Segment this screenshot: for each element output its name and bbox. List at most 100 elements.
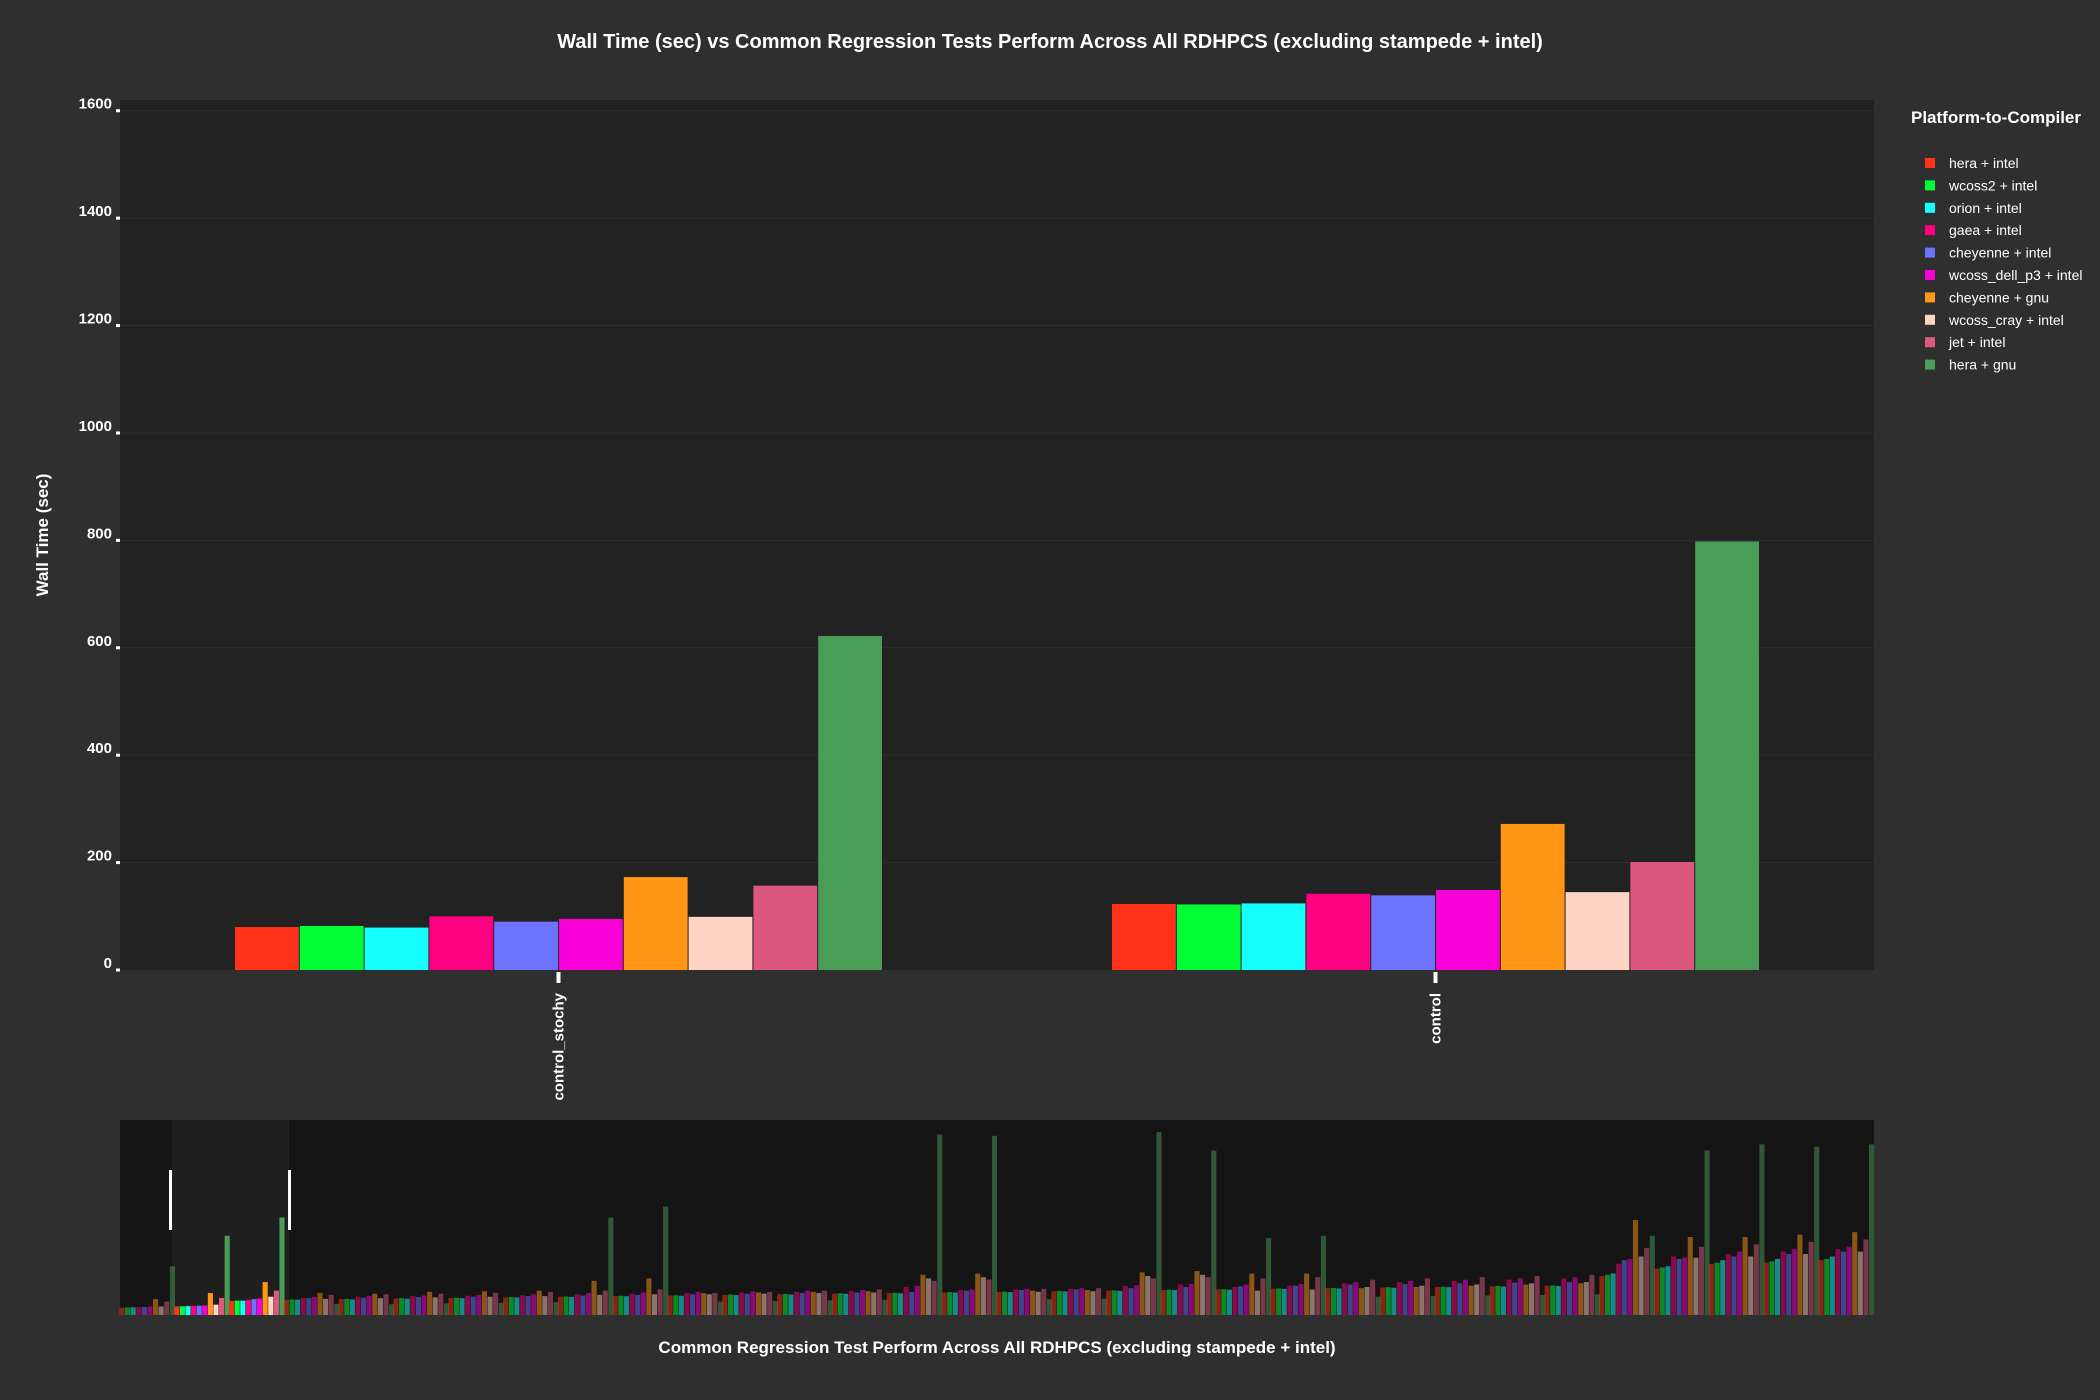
overview-bar xyxy=(213,1304,219,1315)
bar-control_stochy-5[interactable] xyxy=(559,918,623,970)
overview-bar xyxy=(843,1293,849,1315)
x-axis: control_stochy control xyxy=(551,972,1445,1101)
legend-item[interactable]: hera + gnu xyxy=(1925,357,2016,373)
bar-control_stochy-1[interactable] xyxy=(299,925,364,970)
bars[interactable] xyxy=(235,541,1759,970)
bar-control-1[interactable] xyxy=(1176,904,1241,970)
overview-bar xyxy=(1489,1286,1495,1315)
overview-bar xyxy=(202,1305,208,1315)
overview-bar xyxy=(827,1300,833,1315)
overview-bar xyxy=(569,1296,575,1315)
overview-bar xyxy=(377,1298,383,1315)
legend-item[interactable]: cheyenne + gnu xyxy=(1925,289,2049,305)
overview-bar xyxy=(185,1306,191,1315)
overview-bar xyxy=(410,1296,416,1315)
bar-control-5[interactable] xyxy=(1436,889,1500,970)
overview-bar xyxy=(536,1290,542,1315)
overview-bar xyxy=(438,1293,444,1315)
overview-bar xyxy=(1090,1291,1096,1315)
overview-bar xyxy=(1046,1299,1052,1315)
overview-bar xyxy=(399,1298,405,1315)
legend-item[interactable]: wcoss_dell_p3 + intel xyxy=(1925,267,2082,283)
overview-bar xyxy=(706,1294,712,1315)
legend-swatch xyxy=(1925,158,1935,168)
legend-item[interactable]: cheyenne + intel xyxy=(1925,245,2051,261)
overview-bar xyxy=(1408,1280,1414,1315)
overview-bar xyxy=(1621,1260,1627,1315)
legend-label: hera + gnu xyxy=(1949,357,2016,373)
overview-bar xyxy=(1166,1289,1172,1315)
legend-item[interactable]: gaea + intel xyxy=(1925,222,2022,238)
legend[interactable]: hera + intel wcoss2 + intel orion + intel g… xyxy=(1925,155,2082,373)
bar-control-4[interactable] xyxy=(1371,895,1435,970)
range-slider-right-handle[interactable] xyxy=(288,1170,291,1230)
overview-bar xyxy=(1370,1279,1376,1315)
overview-bar xyxy=(903,1286,909,1315)
bar-control_stochy-8[interactable] xyxy=(753,885,818,970)
overview-bar xyxy=(372,1293,378,1315)
overview-bar xyxy=(937,1134,943,1315)
overview-bar xyxy=(1325,1288,1331,1315)
overview-bar xyxy=(553,1302,559,1315)
bar-control_stochy-2[interactable] xyxy=(364,927,429,970)
overview-bar xyxy=(585,1293,592,1315)
overview-bar xyxy=(1287,1285,1293,1315)
overview-bar xyxy=(1704,1150,1710,1315)
overview-bar xyxy=(1544,1285,1550,1315)
overview-bar xyxy=(1599,1276,1605,1315)
overview-bar xyxy=(130,1307,136,1315)
overview-bar xyxy=(848,1291,854,1315)
overview-bar xyxy=(772,1300,778,1315)
overview-bar xyxy=(1763,1262,1769,1315)
bar-control-8[interactable] xyxy=(1630,862,1695,970)
legend-item[interactable]: wcoss_cray + intel xyxy=(1925,312,2064,328)
overview-bar xyxy=(1336,1288,1342,1315)
overview-bar xyxy=(1714,1262,1720,1315)
overview-bar xyxy=(1073,1289,1079,1315)
overview-bar xyxy=(701,1293,707,1315)
overview-bar xyxy=(1742,1237,1748,1315)
bar-control-2[interactable] xyxy=(1241,903,1306,970)
bar-control_stochy-0[interactable] xyxy=(235,927,299,970)
overview-bar xyxy=(580,1295,586,1315)
legend-swatch xyxy=(1925,202,1935,213)
x-tick-mark xyxy=(1433,972,1438,983)
legend-item[interactable]: hera + intel xyxy=(1925,155,2019,171)
overview-bar xyxy=(481,1291,487,1315)
overview-bar xyxy=(1540,1294,1546,1315)
bar-control-3[interactable] xyxy=(1306,893,1371,970)
overview-bar xyxy=(1172,1290,1178,1315)
overview-bar xyxy=(821,1290,828,1315)
x-tick-label: control xyxy=(1428,993,1445,1044)
legend-item[interactable]: jet + intel xyxy=(1925,334,2005,350)
overview-bar xyxy=(1693,1257,1699,1315)
legend-item[interactable]: orion + intel xyxy=(1925,200,2022,216)
bar-control_stochy-4[interactable] xyxy=(494,921,558,970)
bar-control-7[interactable] xyxy=(1565,892,1630,970)
overview-bar xyxy=(1731,1256,1737,1315)
range-slider-left-handle[interactable] xyxy=(169,1170,172,1230)
overview-bar xyxy=(525,1296,531,1315)
overview-bar xyxy=(1687,1237,1693,1315)
bar-control-6[interactable] xyxy=(1500,823,1565,970)
overview-bar xyxy=(947,1292,953,1315)
legend-item[interactable]: wcoss2 + intel xyxy=(1925,177,2037,193)
overview-bar xyxy=(1846,1246,1852,1315)
overview-bar xyxy=(453,1297,459,1315)
bar-control_stochy-6[interactable] xyxy=(623,877,688,970)
bar-control_stochy-9[interactable] xyxy=(818,635,882,970)
overview-bar xyxy=(739,1292,745,1315)
bar-control_stochy-3[interactable] xyxy=(429,916,494,970)
overview-bar xyxy=(1320,1235,1326,1315)
overview-bar xyxy=(1863,1239,1869,1315)
overview-bar xyxy=(1117,1290,1123,1315)
bar-control-0[interactable] xyxy=(1112,903,1176,970)
overview-bar xyxy=(1517,1278,1523,1315)
legend-label: wcoss2 + intel xyxy=(1948,177,2037,193)
bar-control_stochy-7[interactable] xyxy=(688,916,753,970)
bar-control-9[interactable] xyxy=(1695,541,1759,970)
overview-bar xyxy=(1676,1258,1682,1315)
overview-bar xyxy=(1254,1290,1260,1315)
range-slider-selection[interactable] xyxy=(172,1120,289,1315)
